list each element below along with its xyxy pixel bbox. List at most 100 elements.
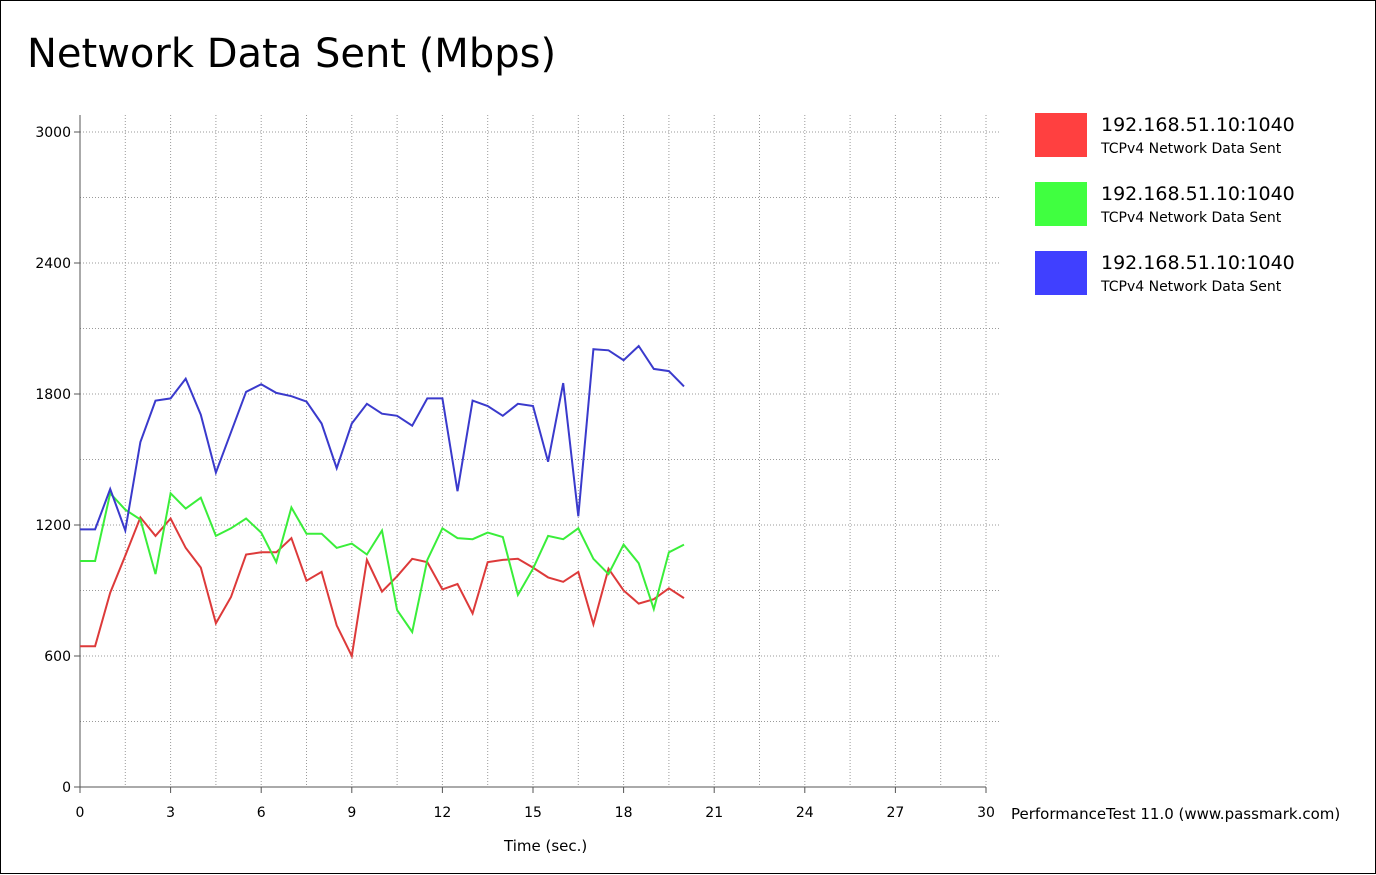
series-3-point — [517, 403, 519, 405]
series-3-point — [351, 422, 353, 424]
series-3-point — [321, 422, 323, 424]
series-3-point — [532, 405, 534, 407]
series-1-point — [517, 558, 519, 560]
series-2-point — [124, 509, 126, 511]
x-tick-label: 30 — [977, 805, 995, 821]
series-2-point — [290, 507, 292, 509]
series-2-point — [457, 537, 459, 539]
series-2-point — [638, 562, 640, 564]
series-3-point — [170, 397, 172, 399]
series-2-point — [502, 536, 504, 538]
series-1-point — [638, 603, 640, 605]
series-2-point — [155, 573, 157, 575]
series-3-point — [638, 345, 640, 347]
x-tick-label: 12 — [433, 805, 451, 821]
x-tick-label: 15 — [524, 805, 542, 821]
series-2-point — [94, 560, 96, 562]
x-tick-label: 9 — [347, 805, 356, 821]
series-3-point — [94, 528, 96, 530]
series-3-point — [683, 385, 685, 387]
series-1-point — [275, 551, 277, 553]
series-1-point — [260, 551, 262, 553]
series-2-point — [653, 608, 655, 610]
series-2-point — [577, 527, 579, 529]
series-3-point — [502, 415, 504, 417]
series-1-point — [230, 596, 232, 598]
y-tick-label: 2400 — [35, 256, 71, 272]
x-axis-label: Time (sec.) — [504, 837, 588, 855]
series-2-point — [260, 532, 262, 534]
series-2-point — [381, 529, 383, 531]
series-2-point — [321, 533, 323, 535]
x-tick-label: 18 — [615, 805, 633, 821]
series-3-point — [275, 392, 277, 394]
series-3-point — [155, 400, 157, 402]
series-1-point — [592, 623, 594, 625]
series-3-point — [411, 425, 413, 427]
series-1-point — [124, 555, 126, 557]
series-1-point — [653, 598, 655, 600]
series-2-point — [79, 560, 81, 562]
series-1-point — [502, 559, 504, 561]
legend-swatch — [1035, 251, 1087, 295]
series-2-point — [230, 527, 232, 529]
series-1-point — [185, 547, 187, 549]
grid-lines — [80, 115, 1001, 787]
series-2-point — [441, 527, 443, 529]
y-tick-label: 1200 — [35, 518, 71, 534]
series-2-point — [366, 553, 368, 555]
x-tick-label: 24 — [796, 805, 814, 821]
axes: 0 600 1200 1800 2400 3000 0 3 6 9 12 15 18 21 24 27 30 — [35, 115, 995, 821]
x-tick-label: 3 — [166, 805, 175, 821]
y-tick-label: 3000 — [35, 125, 71, 141]
series-2-point — [336, 547, 338, 549]
series-1-point — [94, 645, 96, 647]
series-1-point — [170, 517, 172, 519]
series-2-point — [245, 517, 247, 519]
x-tick-label: 0 — [76, 805, 85, 821]
y-tick-label: 600 — [44, 649, 71, 665]
series-1-point — [336, 624, 338, 626]
series-1-point — [623, 590, 625, 592]
series-3-point — [547, 461, 549, 463]
series-1-point — [562, 581, 564, 583]
series-1-point — [457, 583, 459, 585]
series-3-point — [336, 467, 338, 469]
series-2-point — [487, 532, 489, 534]
series-1-point — [290, 537, 292, 539]
series-3-point — [472, 400, 474, 402]
series-3-point — [668, 370, 670, 372]
series-3-point — [79, 528, 81, 530]
legend-series-description: TCPv4 Network Data Sent — [1101, 210, 1282, 226]
series-3-point — [457, 490, 459, 492]
series-2-point — [306, 533, 308, 535]
series-2-point — [396, 609, 398, 611]
series-1-point — [411, 558, 413, 560]
series-2-point — [683, 544, 685, 546]
series-2-point — [668, 551, 670, 553]
legend-series-name: 192.168.51.10:1040 — [1101, 114, 1295, 136]
series-3-point — [441, 397, 443, 399]
series-3-point — [245, 391, 247, 393]
series-1-point — [441, 588, 443, 590]
legend-swatch — [1035, 113, 1087, 157]
series-3-point — [592, 348, 594, 350]
series-3-point — [381, 413, 383, 415]
series-2-point — [592, 558, 594, 560]
series-2-point — [170, 492, 172, 494]
series-1-point — [200, 567, 202, 569]
series-1-point — [547, 576, 549, 578]
series-3-point — [487, 405, 489, 407]
x-tick-label: 21 — [705, 805, 723, 821]
series-2-point — [200, 497, 202, 499]
series-2-point — [139, 519, 141, 521]
series-2-point — [547, 535, 549, 537]
series-1-point — [351, 655, 353, 657]
series-1-point — [396, 575, 398, 577]
series-2-point — [426, 559, 428, 561]
series-1-point — [472, 612, 474, 614]
series-1-point — [306, 580, 308, 582]
series-3-point — [139, 441, 141, 443]
series-3-point — [200, 414, 202, 416]
series-2-point — [532, 568, 534, 570]
